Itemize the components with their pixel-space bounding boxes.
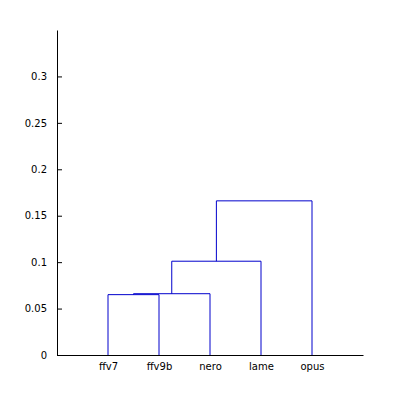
y-tick-mark [57, 262, 62, 263]
y-tick: 0.2 [31, 164, 62, 175]
chart: 0 0.05 0.1 0.15 0.2 0.25 0.3 ffv7 ffv9b nero lame o… [0, 0, 401, 400]
y-tick-mark [57, 123, 62, 124]
y-tick: 0.3 [31, 71, 62, 82]
y-axis: 0 0.05 0.1 0.15 0.2 0.25 0.3 [25, 31, 62, 361]
y-tick-mark [57, 309, 62, 310]
x-tick: opus [300, 355, 324, 372]
x-axis-line [58, 355, 364, 356]
x-tick-label: opus [300, 361, 324, 372]
dendrogram-link [172, 261, 261, 355]
x-tick: ffv9b [147, 355, 173, 372]
y-tick-label: 0.05 [25, 303, 47, 314]
dendrogram-link [134, 294, 211, 355]
x-tick: lame [249, 355, 274, 372]
y-tick-label: 0 [41, 350, 47, 361]
y-tick-label: 0.3 [31, 71, 47, 82]
y-tick-mark [57, 76, 62, 77]
y-axis-line [57, 31, 58, 356]
y-tick-label: 0.1 [31, 257, 47, 268]
y-tick: 0.15 [25, 210, 62, 221]
x-tick-label: nero [199, 361, 222, 372]
dendrogram-link [216, 201, 312, 355]
x-tick: nero [199, 355, 222, 372]
x-tick-label: ffv9b [147, 361, 173, 372]
y-tick-label: 0.25 [25, 118, 47, 129]
plot-area [108, 201, 312, 355]
dendrogram-link [108, 295, 159, 355]
x-tick-label: lame [249, 361, 274, 372]
x-tick-label: ffv7 [99, 361, 118, 372]
x-axis: ffv7 ffv9b nero lame opus [58, 355, 364, 372]
y-tick: 0.25 [25, 118, 62, 129]
y-tick-label: 0.2 [31, 164, 47, 175]
y-tick-mark [57, 216, 62, 217]
y-tick-mark [57, 169, 62, 170]
x-tick: ffv7 [99, 355, 118, 372]
y-tick: 0.05 [25, 303, 62, 314]
y-tick-label: 0.15 [25, 210, 47, 221]
y-tick: 0.1 [31, 257, 62, 268]
